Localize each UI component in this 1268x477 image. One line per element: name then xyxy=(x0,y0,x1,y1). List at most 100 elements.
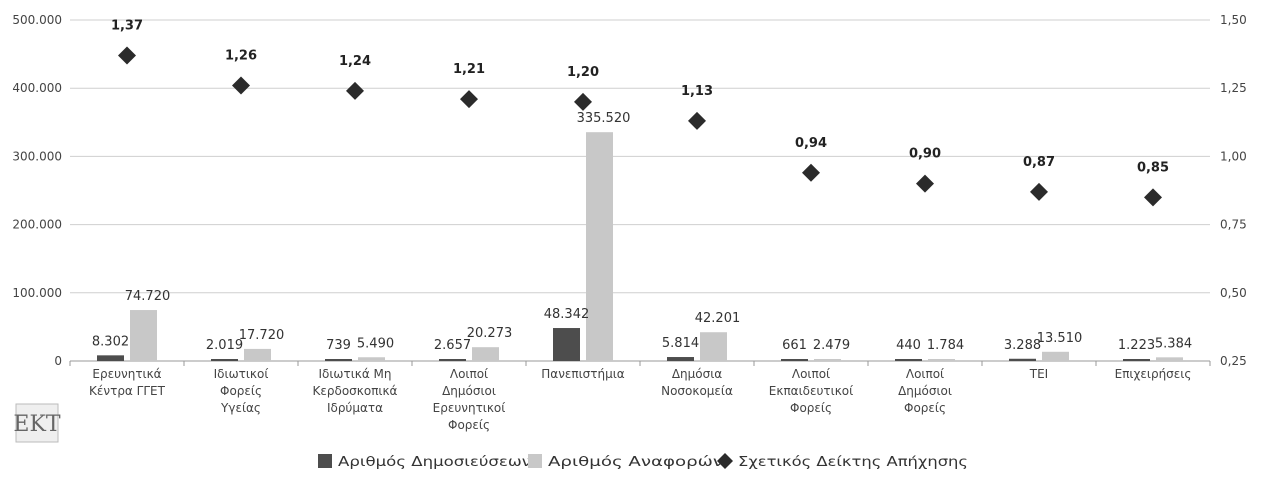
bar-citations xyxy=(244,348,271,361)
bar-citations xyxy=(586,132,613,361)
bar-citations xyxy=(928,359,955,361)
data-label-citations: 335.520 xyxy=(577,111,631,126)
marker-index xyxy=(118,46,136,65)
right-tick-label: 0,25 xyxy=(1220,354,1247,368)
left-tick-label: 500.000 xyxy=(12,13,62,27)
legend-label: Αριθμός Δημοσιεύσεων xyxy=(338,455,531,470)
category-label: Επιχειρήσεις xyxy=(1115,367,1192,381)
right-axis: 0,25 0,50 0,75 1,00 1,25 1,50 xyxy=(1220,13,1247,368)
legend-swatch xyxy=(528,454,542,468)
category-label: Ερευνητικά xyxy=(92,367,161,381)
marker-index xyxy=(1030,182,1048,201)
data-label-index: 1,13 xyxy=(681,84,713,99)
legend-label: Σχετικός Δείκτης Απήχησης xyxy=(738,455,968,470)
category-label: Κερδοσκοπικά xyxy=(313,384,398,398)
right-tick-label: 0,75 xyxy=(1220,218,1247,232)
category-label: Λοιποί xyxy=(792,367,830,381)
bar-publications xyxy=(781,359,808,361)
data-label-publications: 440 xyxy=(896,338,921,353)
data-label-publications: 1.223 xyxy=(1118,338,1155,353)
right-tick-label: 0,50 xyxy=(1220,286,1247,300)
category-label: Λοιποί xyxy=(906,367,944,381)
data-label-citations: 13.510 xyxy=(1037,331,1083,346)
marker-index xyxy=(916,174,934,193)
bar-citations xyxy=(472,347,499,361)
left-tick-label: 200.000 xyxy=(12,218,62,232)
data-label-index: 1,37 xyxy=(111,18,143,33)
bar-citations xyxy=(130,310,157,361)
bar-citations xyxy=(358,357,385,361)
left-tick-label: 300.000 xyxy=(12,149,62,163)
legend-swatch xyxy=(717,453,733,469)
data-label-citations: 42.201 xyxy=(695,311,741,326)
data-label-publications: 661 xyxy=(782,338,807,353)
category-label: Κέντρα ΓΓΕΤ xyxy=(89,384,166,398)
data-label-index: 1,20 xyxy=(567,65,599,80)
right-tick-label: 1,50 xyxy=(1220,13,1247,27)
logo-text: ΕΚΤ xyxy=(13,412,60,437)
bar-publications xyxy=(97,355,124,361)
right-tick-label: 1,00 xyxy=(1220,149,1247,163)
data-label-index: 0,85 xyxy=(1137,160,1169,175)
bar-citations xyxy=(700,332,727,361)
category-label: Ιδιωτικοί xyxy=(214,367,269,381)
marker-index xyxy=(346,81,364,100)
data-label-citations: 1.784 xyxy=(927,338,964,353)
left-tick-label: 100.000 xyxy=(12,286,62,300)
category-label: Εκπαιδευτικοί xyxy=(769,384,853,398)
left-axis: 0 100.000 200.000 300.000 400.000 500.000 xyxy=(12,13,62,368)
data-label-publications: 739 xyxy=(326,338,351,353)
category-label: Δημόσια xyxy=(672,367,722,381)
data-label-citations: 20.273 xyxy=(467,326,513,341)
category-label: Ιδιωτικά Μη xyxy=(318,367,391,381)
bar-citations xyxy=(814,359,841,361)
bar-publications xyxy=(667,357,694,361)
bar-publications xyxy=(1123,359,1150,361)
bar-publications xyxy=(895,359,922,361)
data-label-publications: 3.288 xyxy=(1004,338,1041,353)
bar-citations xyxy=(1156,357,1183,361)
data-label-citations: 17.720 xyxy=(239,328,285,343)
data-label-citations: 2.479 xyxy=(813,338,850,353)
bar-citations xyxy=(1042,351,1069,361)
data-label-publications: 48.342 xyxy=(544,307,590,322)
marker-index xyxy=(574,92,592,111)
marker-index xyxy=(460,90,478,109)
category-label: Πανεπιστήμια xyxy=(541,367,625,381)
bar-publications xyxy=(211,359,238,361)
data-label-citations: 74.720 xyxy=(125,289,171,304)
bar-series xyxy=(97,132,1183,361)
data-label-citations: 5.384 xyxy=(1155,336,1192,351)
left-tick-label: 400.000 xyxy=(12,81,62,95)
legend-label: Αριθμός Αναφορών xyxy=(548,455,723,470)
left-tick-label: 0 xyxy=(54,354,62,368)
marker-series xyxy=(118,46,1162,207)
category-label: Ιδρύματα xyxy=(327,401,383,415)
ekt-logo: ΕΚΤ xyxy=(13,403,61,443)
category-labels: Ερευνητικά Κέντρα ΓΓΕΤ Ιδιωτικοί Φορείς Υγεί… xyxy=(89,367,1191,432)
legend: Αριθμός Δημοσιεύσεων Αριθμός Αναφορών Σχετ… xyxy=(318,453,968,470)
category-label: Φορείς xyxy=(220,384,262,398)
bar-publications xyxy=(553,328,580,361)
category-label: ΤΕΙ xyxy=(1029,367,1048,381)
data-label-index: 1,26 xyxy=(225,48,257,63)
marker-index xyxy=(802,163,820,182)
data-label-index: 1,24 xyxy=(339,54,371,69)
category-label: Δημόσιοι xyxy=(442,384,496,398)
data-label-index: 0,94 xyxy=(795,136,827,151)
legend-swatch xyxy=(318,454,332,468)
marker-index xyxy=(1144,188,1162,207)
data-label-publications: 2.019 xyxy=(206,338,243,353)
bar-publications xyxy=(325,359,352,361)
category-label: Υγείας xyxy=(220,401,261,415)
category-label: Νοσοκομεία xyxy=(661,384,733,398)
category-label: Φορείς xyxy=(904,401,946,415)
marker-index xyxy=(688,111,706,130)
data-label-citations: 5.490 xyxy=(357,336,394,351)
data-label-index: 1,21 xyxy=(453,62,485,77)
right-tick-label: 1,25 xyxy=(1220,81,1247,95)
category-label: Ερευνητικοί xyxy=(433,401,506,415)
bar-publications xyxy=(439,359,466,361)
